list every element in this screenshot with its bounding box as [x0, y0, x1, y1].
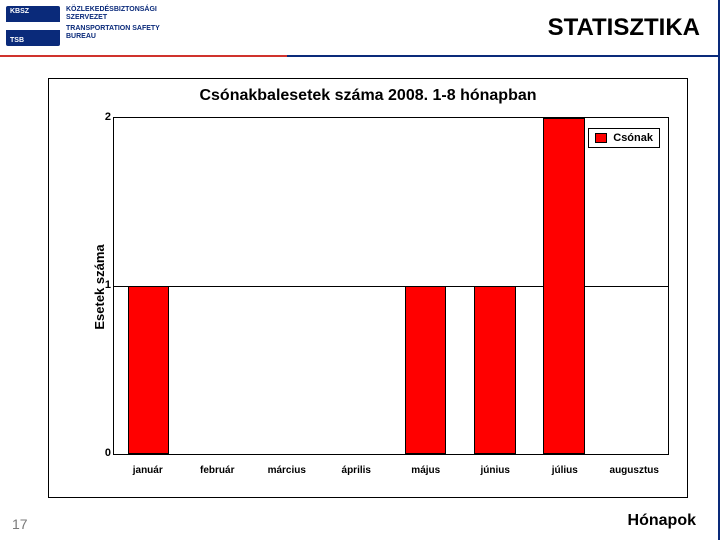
logo-line4: BUREAU — [66, 33, 160, 41]
x-tick-label: július — [530, 465, 600, 483]
x-tick-label: június — [461, 465, 531, 483]
x-axis-title: Hónapok — [628, 512, 696, 530]
x-tick-label: április — [322, 465, 392, 483]
page-number: 17 — [12, 516, 28, 532]
legend-swatch — [595, 133, 607, 143]
y-tick-label: 2 — [97, 111, 111, 123]
chart-frame: Csónakbalesetek száma 2008. 1-8 hónapban… — [48, 78, 688, 498]
legend-label: Csónak — [613, 132, 653, 144]
chart-title: Csónakbalesetek száma 2008. 1-8 hónapban — [49, 79, 687, 109]
y-tick-label: 1 — [97, 279, 111, 291]
x-tick-label: február — [183, 465, 253, 483]
y-tick-label: 0 — [97, 447, 111, 459]
plot-area: Csónak — [113, 117, 669, 455]
logo-abbrev-top: KBSZ — [10, 8, 29, 15]
bar — [543, 118, 585, 454]
x-tick-label: május — [391, 465, 461, 483]
x-tick-label: augusztus — [600, 465, 670, 483]
logo-line2: SZERVEZET — [66, 14, 160, 22]
x-tick-label: január — [113, 465, 183, 483]
logo-text: KÖZLEKEDÉSBIZTONSÁGI SZERVEZET TRANSPORT… — [66, 6, 160, 41]
bar — [474, 286, 516, 454]
logo-line1: KÖZLEKEDÉSBIZTONSÁGI — [66, 6, 160, 14]
grid-line — [114, 286, 668, 287]
chart-body: Esetek száma Csónak 012 — [57, 111, 679, 463]
x-axis-labels: januárfebruármárciusáprilismájusjúniusjú… — [113, 465, 669, 483]
bar — [405, 286, 447, 454]
legend: Csónak — [588, 128, 660, 148]
logo-line3: TRANSPORTATION SAFETY — [66, 25, 160, 33]
logo-abbrev-bottom: TSB — [10, 37, 24, 44]
logo-icon: KBSZ TSB — [6, 6, 60, 46]
slide: KBSZ TSB KÖZLEKEDÉSBIZTONSÁGI SZERVEZET … — [0, 0, 720, 540]
bar — [128, 286, 170, 454]
x-tick-label: március — [252, 465, 322, 483]
header-rule — [0, 55, 718, 57]
page-title: STATISZTIKA — [548, 14, 700, 42]
header: KBSZ TSB KÖZLEKEDÉSBIZTONSÁGI SZERVEZET … — [0, 0, 718, 60]
org-logo: KBSZ TSB KÖZLEKEDÉSBIZTONSÁGI SZERVEZET … — [6, 6, 160, 46]
